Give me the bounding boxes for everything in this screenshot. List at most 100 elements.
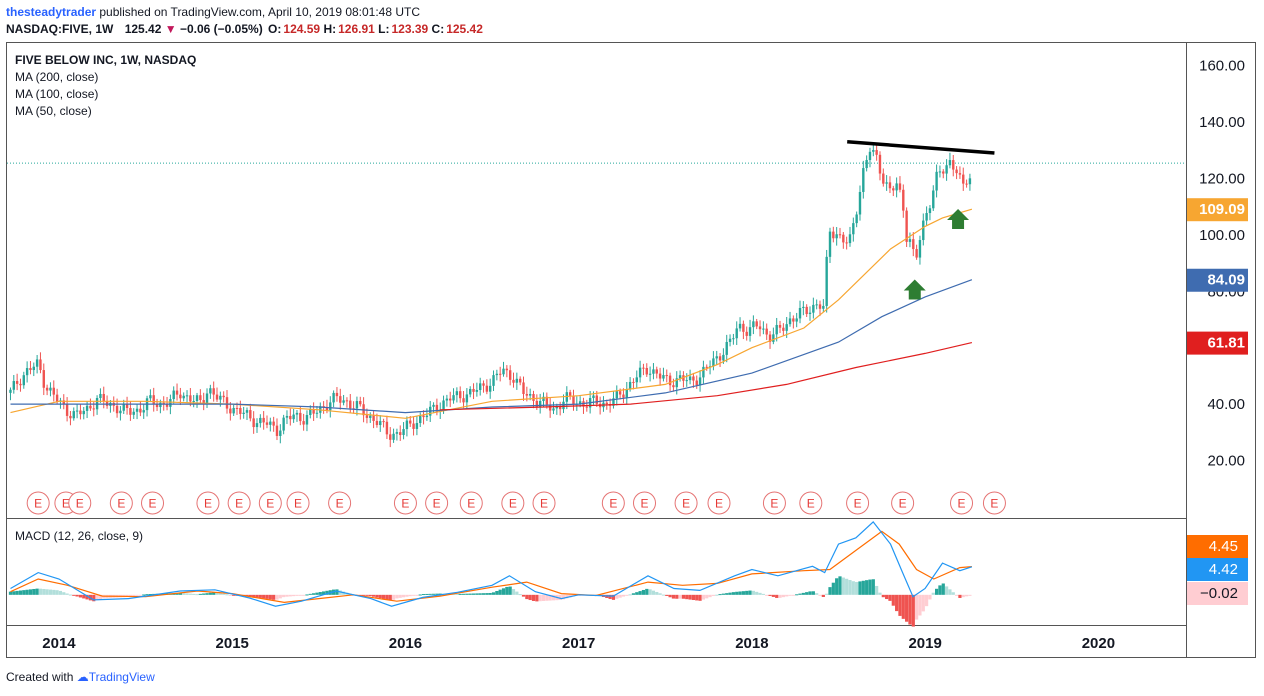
earnings-marker-label: E bbox=[433, 497, 441, 511]
macd-histogram-bar bbox=[252, 594, 256, 597]
macd-histogram-bar bbox=[761, 593, 765, 595]
candle-body bbox=[862, 168, 865, 192]
ma50-price-value: 109.09 bbox=[1199, 201, 1245, 218]
open-label: O: bbox=[268, 22, 282, 36]
pane-separator[interactable] bbox=[6, 518, 1186, 519]
price-tick-label: 140.00 bbox=[1199, 114, 1245, 131]
published-text: published on TradingView.com, April 10, … bbox=[96, 5, 421, 19]
earnings-marker-icon bbox=[674, 491, 698, 515]
candle-body bbox=[938, 171, 942, 173]
macd-histogram-bar bbox=[565, 594, 569, 599]
earnings-marker-icon bbox=[633, 491, 657, 515]
macd-legend[interactable]: MACD (12, 26, close, 9) bbox=[15, 529, 144, 543]
tradingview-logo-icon[interactable]: ☁ bbox=[76, 670, 89, 684]
candle-body bbox=[179, 394, 182, 399]
macd-histogram-bar bbox=[312, 593, 316, 595]
earnings-marker-icon bbox=[950, 491, 974, 515]
tradingview-brand[interactable]: TradingView bbox=[88, 670, 155, 684]
macd-histogram-bar bbox=[661, 594, 666, 596]
macd-histogram-bar bbox=[475, 593, 479, 595]
macd-histogram-bar bbox=[265, 594, 269, 599]
macd-histogram-bar bbox=[855, 582, 859, 595]
candle-body bbox=[15, 381, 19, 384]
time-tick-label: 2017 bbox=[562, 635, 595, 652]
candle-body bbox=[445, 398, 449, 401]
candle-body bbox=[142, 410, 145, 413]
macd-histogram-bar bbox=[315, 592, 319, 595]
earnings-marker-label: E bbox=[640, 497, 648, 511]
candle-body bbox=[555, 407, 559, 409]
candle-body bbox=[908, 239, 912, 242]
macd-histogram-bar bbox=[725, 593, 729, 595]
ma50-legend[interactable]: MA (50, close) bbox=[15, 104, 92, 118]
candle-body bbox=[262, 417, 265, 423]
macd-histogram-bar bbox=[28, 589, 33, 595]
earnings-marker-label: E bbox=[854, 497, 862, 511]
candle-body bbox=[535, 400, 539, 407]
macd-histogram-bar bbox=[791, 594, 795, 596]
candle-body bbox=[488, 385, 492, 392]
macd-histogram-bar bbox=[658, 593, 662, 595]
macd-histogram-bar bbox=[508, 586, 512, 595]
macd-histogram-bar bbox=[52, 589, 56, 595]
candle-body bbox=[105, 401, 109, 406]
macd-histogram-bar bbox=[188, 593, 192, 595]
macd-histogram-bar bbox=[688, 594, 692, 600]
candle-body bbox=[465, 394, 469, 403]
author-link[interactable]: thesteadytrader bbox=[6, 5, 97, 19]
macd-histogram-bar bbox=[308, 593, 312, 595]
candle-body bbox=[415, 423, 419, 429]
time-tick-label: 2018 bbox=[735, 635, 768, 652]
candle-body bbox=[885, 182, 888, 184]
macd-histogram-bar bbox=[302, 594, 306, 596]
macd-macd-badge bbox=[1187, 558, 1248, 581]
macd-histogram-bar bbox=[628, 594, 632, 596]
candle-body bbox=[45, 387, 49, 391]
macd-histogram-bar bbox=[541, 594, 546, 601]
macd-histogram-bar bbox=[755, 591, 759, 595]
candle-body bbox=[605, 402, 608, 405]
macd-histogram-bar bbox=[488, 592, 492, 595]
earnings-marker-icon bbox=[258, 491, 282, 515]
candle-body bbox=[832, 231, 835, 239]
macd-histogram-bar bbox=[915, 594, 919, 620]
candle-body bbox=[568, 392, 572, 396]
candle-body bbox=[698, 377, 702, 386]
macd-histogram-bar bbox=[32, 588, 36, 595]
candle-body bbox=[125, 403, 129, 409]
macd-histogram-bar bbox=[368, 594, 372, 597]
macd-histogram-bar bbox=[62, 592, 66, 595]
candle-body bbox=[399, 432, 402, 435]
macd-histogram-bar bbox=[495, 590, 499, 595]
candle-body bbox=[922, 220, 925, 241]
macd-histogram-bar bbox=[338, 590, 342, 595]
macd-histogram-bar bbox=[408, 594, 412, 597]
candle-body bbox=[235, 407, 239, 409]
macd-histogram-bar bbox=[561, 594, 566, 600]
candle-body bbox=[612, 398, 615, 406]
candle-body bbox=[738, 323, 742, 329]
macd-histogram-bar bbox=[655, 591, 659, 595]
candle-body bbox=[89, 405, 92, 409]
macd-histogram-bar bbox=[421, 594, 426, 596]
price-tick-label: 120.00 bbox=[1199, 170, 1245, 187]
price-tick-label: 20.00 bbox=[1207, 453, 1245, 470]
macd-histogram-bar bbox=[458, 593, 462, 595]
macd-histogram-bar bbox=[365, 594, 369, 596]
candle-body bbox=[722, 354, 725, 361]
candle-body bbox=[638, 367, 642, 378]
close-value: 125.42 bbox=[446, 22, 483, 36]
candle-body bbox=[92, 408, 95, 410]
ma100-legend[interactable]: MA (100, close) bbox=[15, 87, 99, 101]
macd-histogram-bar bbox=[25, 589, 29, 595]
candle-body bbox=[948, 160, 952, 166]
candle-body bbox=[925, 213, 928, 221]
macd-hist-value: −0.02 bbox=[1200, 585, 1238, 602]
candle-body bbox=[159, 402, 162, 408]
macd-histogram-bar bbox=[668, 594, 672, 598]
macd-histogram-bar bbox=[845, 578, 849, 595]
macd-histogram-bar bbox=[468, 593, 472, 595]
macd-histogram-bar bbox=[698, 594, 702, 601]
ma200-legend[interactable]: MA (200, close) bbox=[15, 70, 99, 84]
